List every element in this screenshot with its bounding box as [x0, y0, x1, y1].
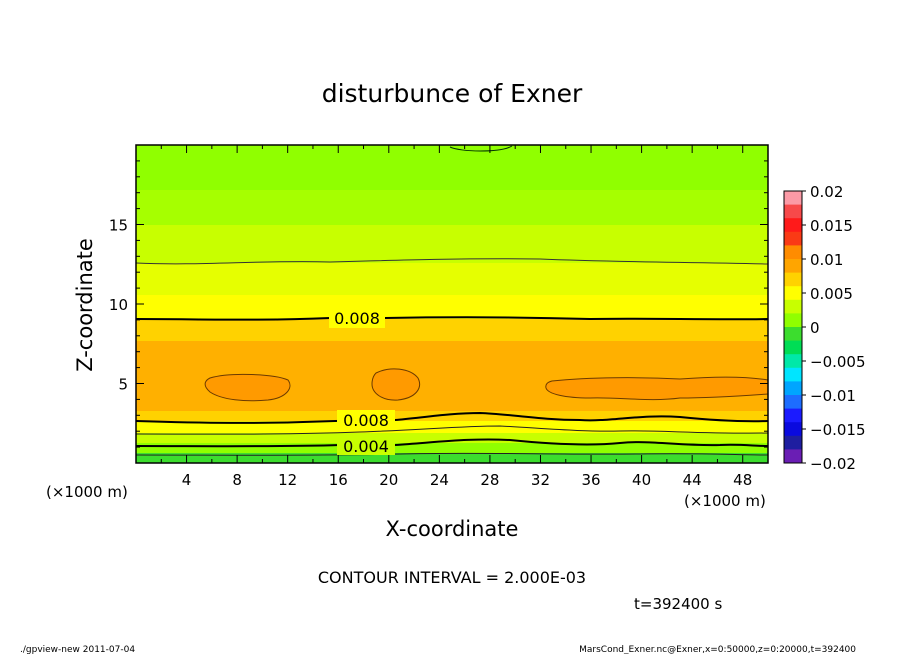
colorbar-tick-label: −0.02 [810, 455, 856, 473]
colorbar-tick-label: 0.005 [810, 285, 853, 303]
band-green-dark [136, 453, 768, 463]
colorbar-segment [784, 272, 802, 287]
contour-0.008-upper [136, 316, 768, 321]
contour-label: 0.008 [334, 309, 380, 328]
x-unit-left: (×1000 m) [46, 483, 128, 501]
x-axis-label: X-coordinate [386, 517, 519, 541]
colorbar-segment [784, 245, 802, 260]
contour-interval: CONTOUR INTERVAL = 2.000E-03 [318, 568, 586, 587]
contour-0.006 [136, 425, 768, 435]
x-tick-label: 20 [379, 471, 398, 489]
x-tick-label: 4 [182, 471, 192, 489]
colorbar-segment [784, 381, 802, 396]
x-tick-label: 16 [329, 471, 348, 489]
colorbar-tick-label: 0.02 [810, 183, 843, 201]
y-tick-label: 15 [109, 217, 128, 235]
chart-title: disturbunce of Exner [322, 79, 583, 108]
colorbar-segment [784, 340, 802, 355]
colorbar-segment [784, 299, 802, 314]
x-tick-label: 28 [480, 471, 499, 489]
colorbar-segment [784, 354, 802, 369]
colorbar: 0.02 0.015 0.01 0.005 0 −0.005 −0.01 −0.015 −0.0… [783, 183, 866, 473]
colorbar-segment [784, 435, 802, 450]
blob-2 [371, 368, 421, 401]
band-top [136, 145, 768, 190]
colorbar-segment [784, 231, 802, 246]
x-tick-label: 36 [581, 471, 600, 489]
time-label: t=392400 s [634, 595, 722, 613]
band-yellow-low [136, 421, 768, 433]
contour-0.004 [136, 438, 768, 448]
colorbar-segment [784, 449, 802, 464]
y-tick-label: 10 [109, 296, 128, 314]
x-tick-label: 32 [531, 471, 550, 489]
colorbar-segment [784, 313, 802, 328]
contour-0.002 [136, 452, 768, 456]
plot-area [136, 145, 768, 463]
band-upper-mid [136, 225, 768, 263]
x-tick-label: 24 [430, 471, 449, 489]
footer-right: MarsCond_Exner.nc@Exner,x=0:50000,z=0:20… [579, 645, 856, 654]
band-yellow [136, 295, 768, 319]
contour-12-5 [136, 258, 768, 265]
colorbar-segment [784, 408, 802, 423]
band-gold [136, 319, 768, 341]
colorbar-segment [784, 204, 802, 219]
band-upper [136, 190, 768, 225]
colorbar-tick-label: 0.01 [810, 251, 843, 269]
x-tick-label: 44 [683, 471, 702, 489]
colorbar-segment [784, 259, 802, 274]
blob-3 [545, 376, 768, 401]
colorbar-segment [784, 422, 802, 437]
contour-top [449, 145, 513, 152]
colorbar-tick-label: −0.01 [810, 387, 856, 405]
colorbar-tick-label: −0.005 [810, 353, 866, 371]
x-tick-label: 12 [278, 471, 297, 489]
contour-label-bg-2 [337, 410, 395, 430]
band-yellow-green-low [136, 433, 768, 443]
colorbar-tick-label: −0.015 [810, 421, 866, 439]
blob-1 [204, 373, 291, 402]
y-axis-label: Z-coordinate [73, 238, 97, 372]
x-unit-right: (×1000 m) [684, 492, 766, 510]
footer-left: ./gpview-new 2011-07-04 [20, 645, 135, 654]
colorbar-segment [784, 218, 802, 233]
colorbar-tick-label: 0 [810, 319, 820, 337]
colorbar-tick-label: 0.015 [810, 217, 853, 235]
colorbar-segment [784, 395, 802, 410]
band-gold-low [136, 411, 768, 421]
band-yellow-green [136, 263, 768, 295]
x-tick-label: 40 [632, 471, 651, 489]
colorbar-segment [784, 367, 802, 382]
x-tick-label: 8 [232, 471, 242, 489]
colorbar-segment [784, 327, 802, 342]
x-tick-label: 48 [733, 471, 752, 489]
contour-label: 0.004 [343, 437, 389, 456]
contour-label-bg-3 [337, 437, 395, 455]
colorbar-segment [784, 286, 802, 301]
contour-0.008-lower [136, 411, 768, 424]
colorbar-segment [784, 191, 802, 206]
y-tick-label: 5 [118, 376, 128, 394]
contour-label-bg-1 [329, 308, 385, 328]
contour-label: 0.008 [343, 411, 389, 430]
band-green [136, 443, 768, 453]
